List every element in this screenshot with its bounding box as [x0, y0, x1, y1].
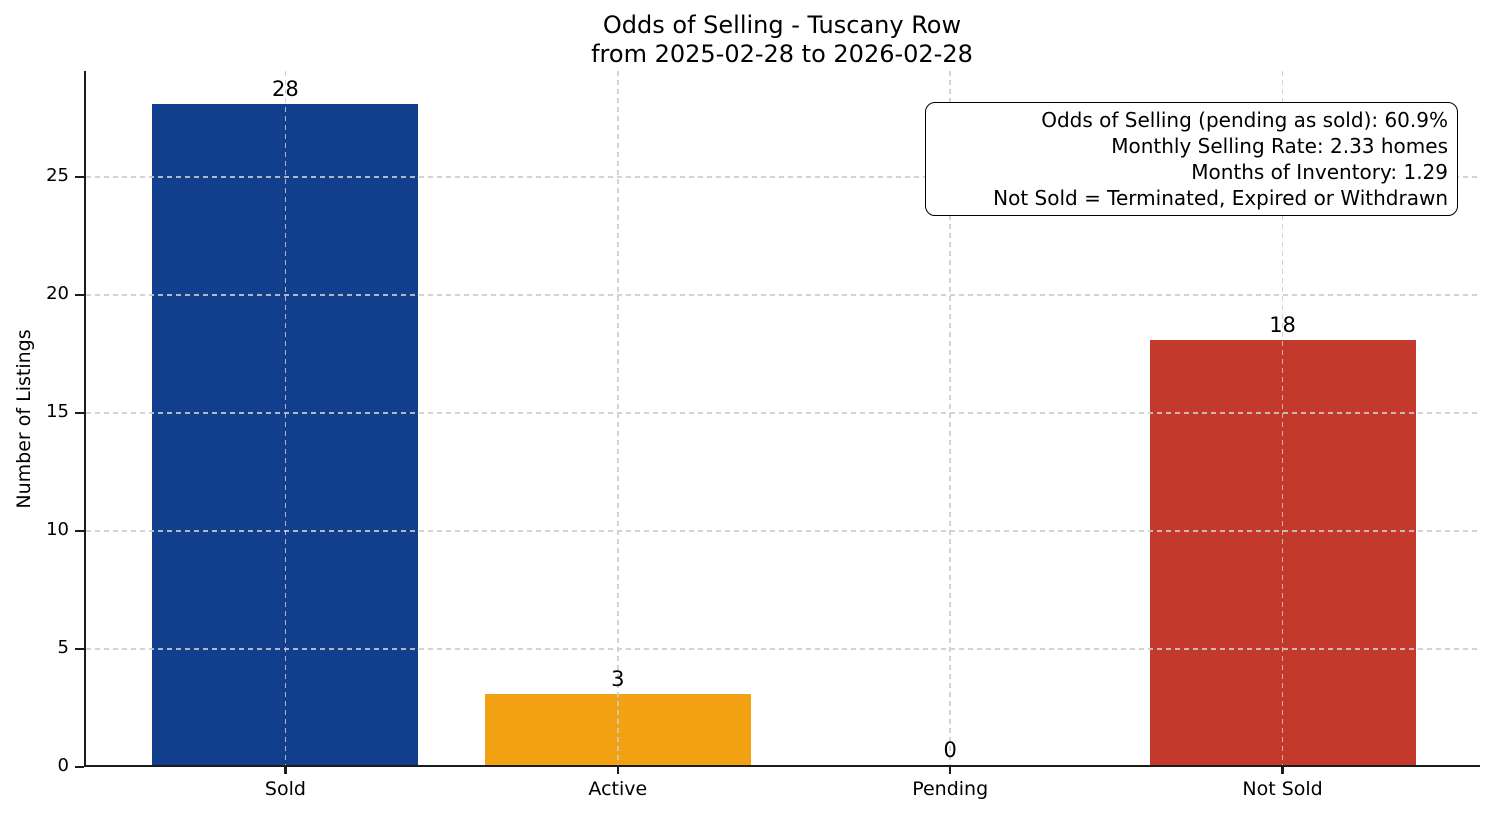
gridline-horizontal	[86, 648, 1480, 650]
bar-value-label: 28	[272, 77, 299, 102]
bar-value-label: 18	[1269, 313, 1296, 338]
stats-annotation-box: Odds of Selling (pending as sold): 60.9%…	[925, 102, 1458, 216]
y-tick-label: 25	[46, 165, 69, 187]
x-tick-label: Sold	[264, 778, 306, 800]
plot-area: 0 5 10 15 20 25 28 Sold 3 Active 0 Pending 18 Not Sol…	[46, 71, 1480, 800]
y-tick-mark	[75, 647, 84, 651]
y-tick-label: 15	[46, 401, 69, 423]
gridline-vertical	[1281, 71, 1284, 765]
gridline-vertical	[949, 71, 951, 765]
y-tick-label: 10	[46, 519, 69, 541]
chart-title-line-2: from 2025-02-28 to 2026-02-28	[591, 40, 973, 68]
x-tick-mark	[284, 765, 287, 774]
gridline-vertical	[617, 71, 619, 765]
gridline-horizontal	[86, 412, 1480, 414]
x-tick-mark	[1281, 765, 1284, 774]
x-tick-label: Not Sold	[1242, 778, 1323, 800]
y-tick-mark	[75, 176, 84, 179]
stat-monthly-selling-rate: Monthly Selling Rate: 2.33 homes	[1111, 134, 1448, 158]
chart-title-line-1: Odds of Selling - Tuscany Row	[602, 11, 962, 39]
bar-value-label: 0	[943, 738, 957, 762]
x-tick-label: Active	[588, 778, 648, 800]
y-tick-mark	[75, 412, 84, 415]
x-tick-mark	[616, 765, 619, 774]
x-tick-label: Pending	[912, 778, 989, 800]
y-tick-mark	[75, 765, 84, 769]
y-tick-label: 0	[57, 755, 69, 776]
gridline-horizontal	[86, 530, 1480, 532]
chart-title: Odds of Selling - Tuscany Row from 2025-…	[84, 11, 1480, 69]
y-tick-mark	[75, 294, 84, 297]
y-tick-label: 20	[46, 283, 69, 305]
stat-not-sold-definition: Not Sold = Terminated, Expired or Withdr…	[993, 186, 1448, 210]
bar-value-label: 3	[611, 667, 625, 692]
stat-months-of-inventory: Months of Inventory: 1.29	[1191, 160, 1448, 184]
y-tick-mark	[75, 529, 84, 533]
gridline-horizontal	[86, 294, 1480, 296]
stat-odds-of-selling: Odds of Selling (pending as sold): 60.9%	[1041, 108, 1448, 132]
x-tick-mark	[949, 765, 952, 774]
gridline-vertical	[284, 71, 287, 765]
gridline-horizontal	[86, 176, 1480, 178]
y-tick-label: 5	[57, 637, 69, 659]
